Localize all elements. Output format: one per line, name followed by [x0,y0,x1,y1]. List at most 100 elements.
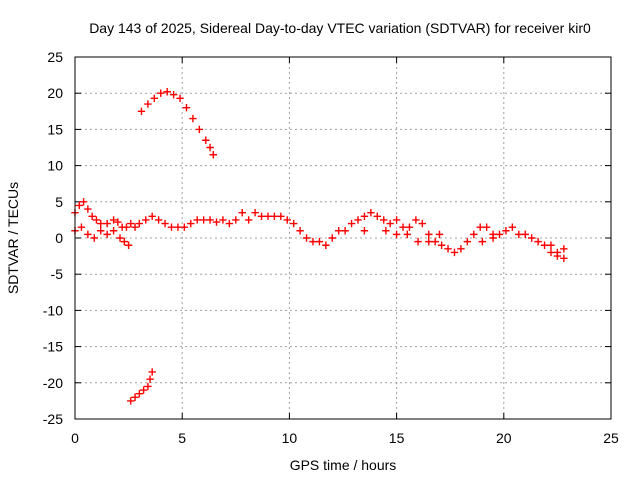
y-tick-label: 5 [55,194,63,210]
data-point [124,241,133,249]
data-point [206,216,214,224]
data-point [251,208,259,217]
data-point [97,219,105,228]
grid-lines [75,57,611,419]
data-point [527,234,536,242]
data-point [463,237,472,246]
data-point [131,223,139,231]
data-point [457,245,465,253]
data-point [367,208,375,217]
data-point [163,88,171,96]
plot-frame [74,56,612,420]
y-tick-label: 0 [55,230,63,246]
data-point [238,208,246,217]
data-point [495,230,504,239]
data-point [225,219,234,228]
data-point [167,223,176,231]
data-point [103,230,111,239]
data-point [437,241,446,249]
data-point [386,219,394,228]
data-point [322,241,330,249]
y-tick-label: -10 [43,302,63,318]
x-tick-label: 10 [282,430,298,446]
data-point [470,230,478,239]
data-point [392,230,401,239]
data-point [137,107,146,115]
x-tick-label: 15 [389,430,405,446]
data-point [328,234,336,242]
x-tick-label: 25 [603,430,619,446]
x-tick-label: 20 [496,430,512,446]
y-tick-label: -25 [43,411,63,427]
data-point [84,230,92,239]
data-point [289,219,298,228]
data-point [360,227,369,235]
y-tick-label: 10 [47,158,63,174]
data-point [309,237,317,246]
data-point [431,237,439,246]
data-point [489,234,497,242]
data-point [209,151,217,159]
data-point [425,237,433,246]
data-point [77,223,86,231]
data-point [148,212,156,220]
y-tick-label: -5 [51,266,64,282]
data-point [169,90,178,99]
data-point [244,216,253,224]
data-point [482,223,491,231]
data-point [540,241,549,249]
data-point [435,230,444,239]
data-point [560,245,568,253]
data-point [109,227,118,235]
data-point [360,212,369,220]
y-tick-label: 20 [47,85,63,101]
data-point [534,237,542,246]
data-point [380,216,388,224]
data-point [425,230,433,239]
series-0 [71,198,568,257]
data-point [189,114,197,123]
data-point [219,216,227,224]
data-point [392,216,401,224]
data-point [92,216,101,224]
data-point [75,201,83,210]
data-point [150,94,159,102]
data-point [195,125,204,134]
data-point [508,223,517,231]
x-tick-label: 5 [178,430,186,446]
data-marks [71,88,568,405]
data-point [180,223,189,231]
data-point [515,230,523,239]
y-tick-label: -15 [43,339,63,355]
data-point [182,103,191,112]
data-point [84,205,92,213]
data-point [114,218,122,226]
data-point [478,237,487,246]
data-point [212,218,221,226]
data-point [382,227,390,235]
data-point [154,216,163,224]
data-point [521,230,529,239]
data-point [157,89,165,97]
data-point [502,227,510,235]
data-point [202,136,210,144]
data-point [97,227,105,235]
data-point [206,143,214,152]
data-point [142,216,150,224]
data-point [120,237,129,246]
data-point [116,234,124,242]
data-point [144,100,152,108]
data-point [264,212,272,220]
data-point [122,223,131,231]
data-point [302,234,311,242]
data-point [277,212,285,220]
data-point [547,248,555,257]
data-point [315,237,324,246]
data-point [109,216,118,224]
y-tick-label: 25 [47,49,63,65]
data-point [232,216,240,224]
data-point [176,94,184,102]
data-point [161,219,169,228]
data-point [135,389,144,398]
data-point [553,252,562,260]
